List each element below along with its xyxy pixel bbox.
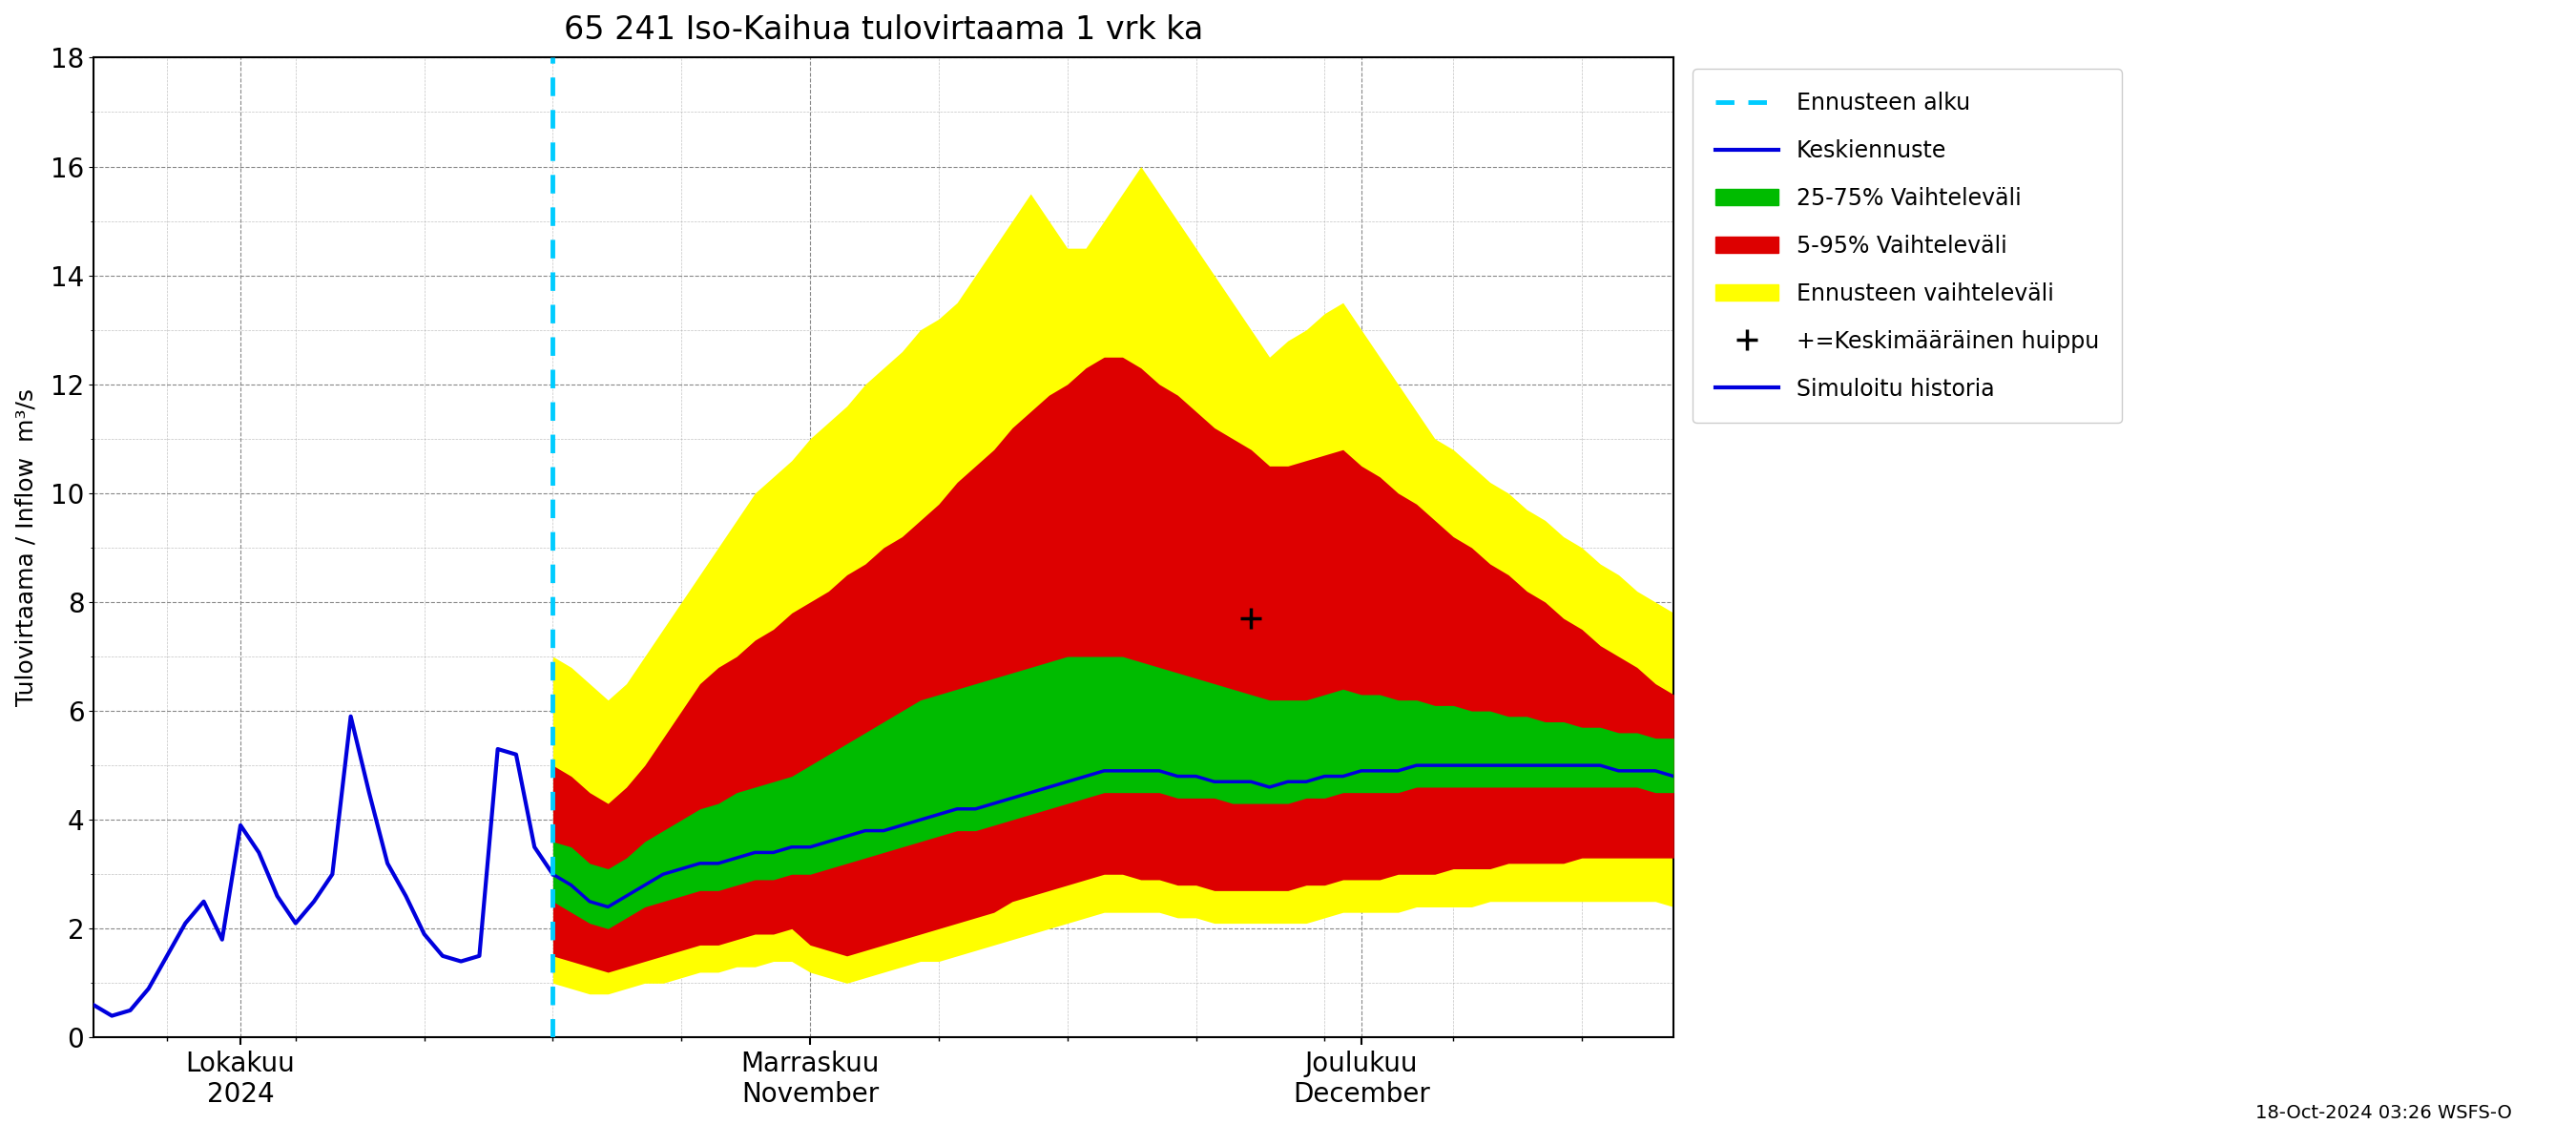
- Text: 18-Oct-2024 03:26 WSFS-O: 18-Oct-2024 03:26 WSFS-O: [2254, 1104, 2512, 1122]
- Y-axis label: Tulovirtaama / Inflow  m³/s: Tulovirtaama / Inflow m³/s: [15, 389, 36, 706]
- Legend: Ennusteen alku, Keskiennuste, 25-75% Vaihteleväli, 5-95% Vaihteleväli, Ennusteen: Ennusteen alku, Keskiennuste, 25-75% Vai…: [1692, 69, 2123, 423]
- Title: 65 241 Iso-Kaihua tulovirtaama 1 vrk ka: 65 241 Iso-Kaihua tulovirtaama 1 vrk ka: [564, 14, 1203, 46]
